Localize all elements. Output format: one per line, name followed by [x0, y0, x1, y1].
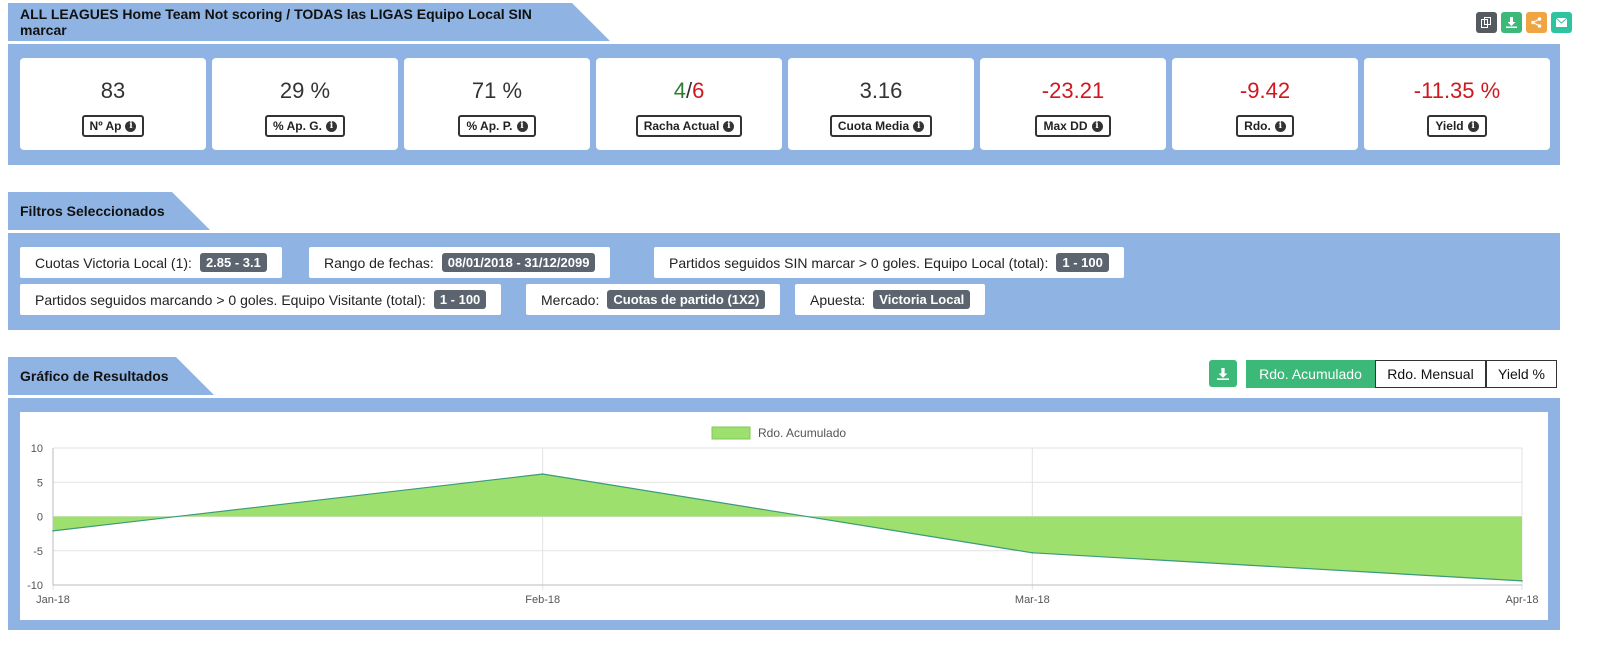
y-tick-label: 0 — [37, 512, 43, 524]
x-tick-label: Jan-18 — [36, 594, 70, 606]
x-tick-label: Feb-18 — [525, 594, 560, 606]
stat-value: 83 — [100, 78, 126, 103]
y-tick-label: -10 — [27, 580, 43, 592]
stat-card-pct-ap-p: 71 % % Ap. P. i — [404, 58, 590, 150]
copy-icon[interactable] — [1476, 12, 1497, 33]
y-tick-label: 5 — [37, 477, 43, 489]
tab-rdo-mensual[interactable]: Rdo. Mensual — [1375, 360, 1486, 388]
stat-value: -11.35 % — [1413, 78, 1501, 103]
header-actions — [1476, 12, 1572, 33]
stat-value: 4/6 — [674, 77, 705, 105]
stat-label[interactable]: Yield i — [1427, 115, 1487, 137]
filter-chip: Partidos seguidos SIN marcar > 0 goles. … — [654, 247, 1124, 278]
filters-title: Filtros Seleccionados — [20, 203, 165, 219]
filter-badge: 08/01/2018 - 31/12/2099 — [441, 253, 596, 272]
share-icon[interactable] — [1526, 12, 1547, 33]
data-point — [52, 530, 54, 532]
x-tick-label: Mar-18 — [1015, 594, 1050, 606]
filter-badge: Victoria Local — [873, 290, 971, 309]
results-chart: 10 5 0 -5 -10 Jan-18 Feb-18 Mar-18 Apr-18 Rdo. Ac… — [20, 412, 1548, 620]
info-icon: i — [1091, 120, 1103, 132]
stat-value: 29 % — [279, 78, 331, 103]
x-tick-label: Apr-18 — [1505, 594, 1538, 606]
y-tick-label: 10 — [31, 443, 43, 455]
filter-chip: Cuotas Victoria Local (1): 2.85 - 3.1 — [20, 247, 282, 278]
series-area — [53, 474, 1522, 581]
tab-rdo-acumulado[interactable]: Rdo. Acumulado — [1246, 360, 1375, 388]
stat-label[interactable]: % Ap. P. i — [458, 115, 536, 137]
filter-badge: 2.85 - 3.1 — [199, 253, 267, 272]
stats-cards: 83 Nº Ap i 29 % % Ap. G. i 71 % % Ap. P. i … — [20, 58, 1550, 150]
streak-losses: 6 — [692, 78, 705, 103]
email-icon[interactable] — [1551, 12, 1572, 33]
stat-card-cuota-media: 3.16 Cuota Media i — [788, 58, 974, 150]
info-icon: i — [1274, 120, 1286, 132]
stat-card-racha-actual: 4/6 Racha Actual i — [596, 58, 782, 150]
filter-badge: 1 - 100 — [433, 290, 487, 309]
download-icon — [1217, 367, 1229, 380]
stat-card-rdo: -9.42 Rdo. i — [1172, 58, 1358, 150]
page-title-bar: ALL LEAGUES Home Team Not scoring / TODA… — [8, 3, 610, 41]
data-point — [541, 473, 544, 475]
chart-download-button[interactable] — [1209, 360, 1237, 387]
data-point — [1521, 580, 1523, 582]
stat-label[interactable]: Cuota Media i — [829, 115, 933, 137]
stat-label[interactable]: Max DD i — [1035, 115, 1111, 137]
page-title: ALL LEAGUES Home Team Not scoring / TODA… — [20, 6, 532, 38]
stat-label[interactable]: Nº Ap i — [81, 115, 145, 137]
info-icon: i — [125, 120, 137, 132]
filter-badge: Cuotas de partido (1X2) — [607, 290, 766, 309]
results-header: Gráfico de Resultados — [8, 357, 214, 395]
legend-swatch — [711, 426, 751, 440]
filter-chip: Mercado: Cuotas de partido (1X2) — [526, 284, 781, 315]
series-line — [52, 473, 1523, 582]
info-icon: i — [516, 120, 528, 132]
streak-wins: 4 — [673, 78, 686, 103]
stat-value: 71 % — [471, 78, 523, 103]
streak-separator: / — [685, 78, 693, 103]
tab-yield[interactable]: Yield % — [1486, 360, 1557, 388]
y-tick-label: -5 — [33, 546, 43, 558]
data-point — [1031, 552, 1034, 554]
stat-card-num-ap: 83 Nº Ap i — [20, 58, 206, 150]
results-title: Gráfico de Resultados — [20, 368, 169, 384]
stat-label[interactable]: Racha Actual i — [635, 115, 743, 137]
stat-card-max-dd: -23.21 Max DD i — [980, 58, 1166, 150]
filter-chip: Apuesta: Victoria Local — [795, 284, 986, 315]
download-icon[interactable] — [1501, 12, 1522, 33]
legend-label: Rdo. Acumulado — [758, 426, 846, 440]
stat-label[interactable]: % Ap. G. i — [265, 115, 345, 137]
info-icon: i — [325, 120, 337, 132]
filter-badge: 1 - 100 — [1056, 253, 1109, 272]
filter-chip: Rango de fechas: 08/01/2018 - 31/12/2099 — [309, 247, 611, 278]
filters-header: Filtros Seleccionados — [8, 192, 210, 230]
info-icon: i — [723, 120, 735, 132]
area-chart: 10 5 0 -5 -10 Jan-18 Feb-18 Mar-18 Apr-18 Rdo. Ac… — [27, 426, 1538, 606]
stat-card-pct-ap-g: 29 % % Ap. G. i — [212, 58, 398, 150]
stat-label[interactable]: Rdo. i — [1236, 115, 1294, 137]
stat-value: -23.21 — [1041, 78, 1105, 103]
stat-value: -9.42 — [1239, 78, 1291, 103]
info-icon: i — [1467, 120, 1479, 132]
stat-card-yield: -11.35 % Yield i — [1364, 58, 1550, 150]
filter-chip: Partidos seguidos marcando > 0 goles. Eq… — [20, 284, 502, 315]
info-icon: i — [913, 120, 925, 132]
stat-value: 3.16 — [859, 78, 903, 103]
